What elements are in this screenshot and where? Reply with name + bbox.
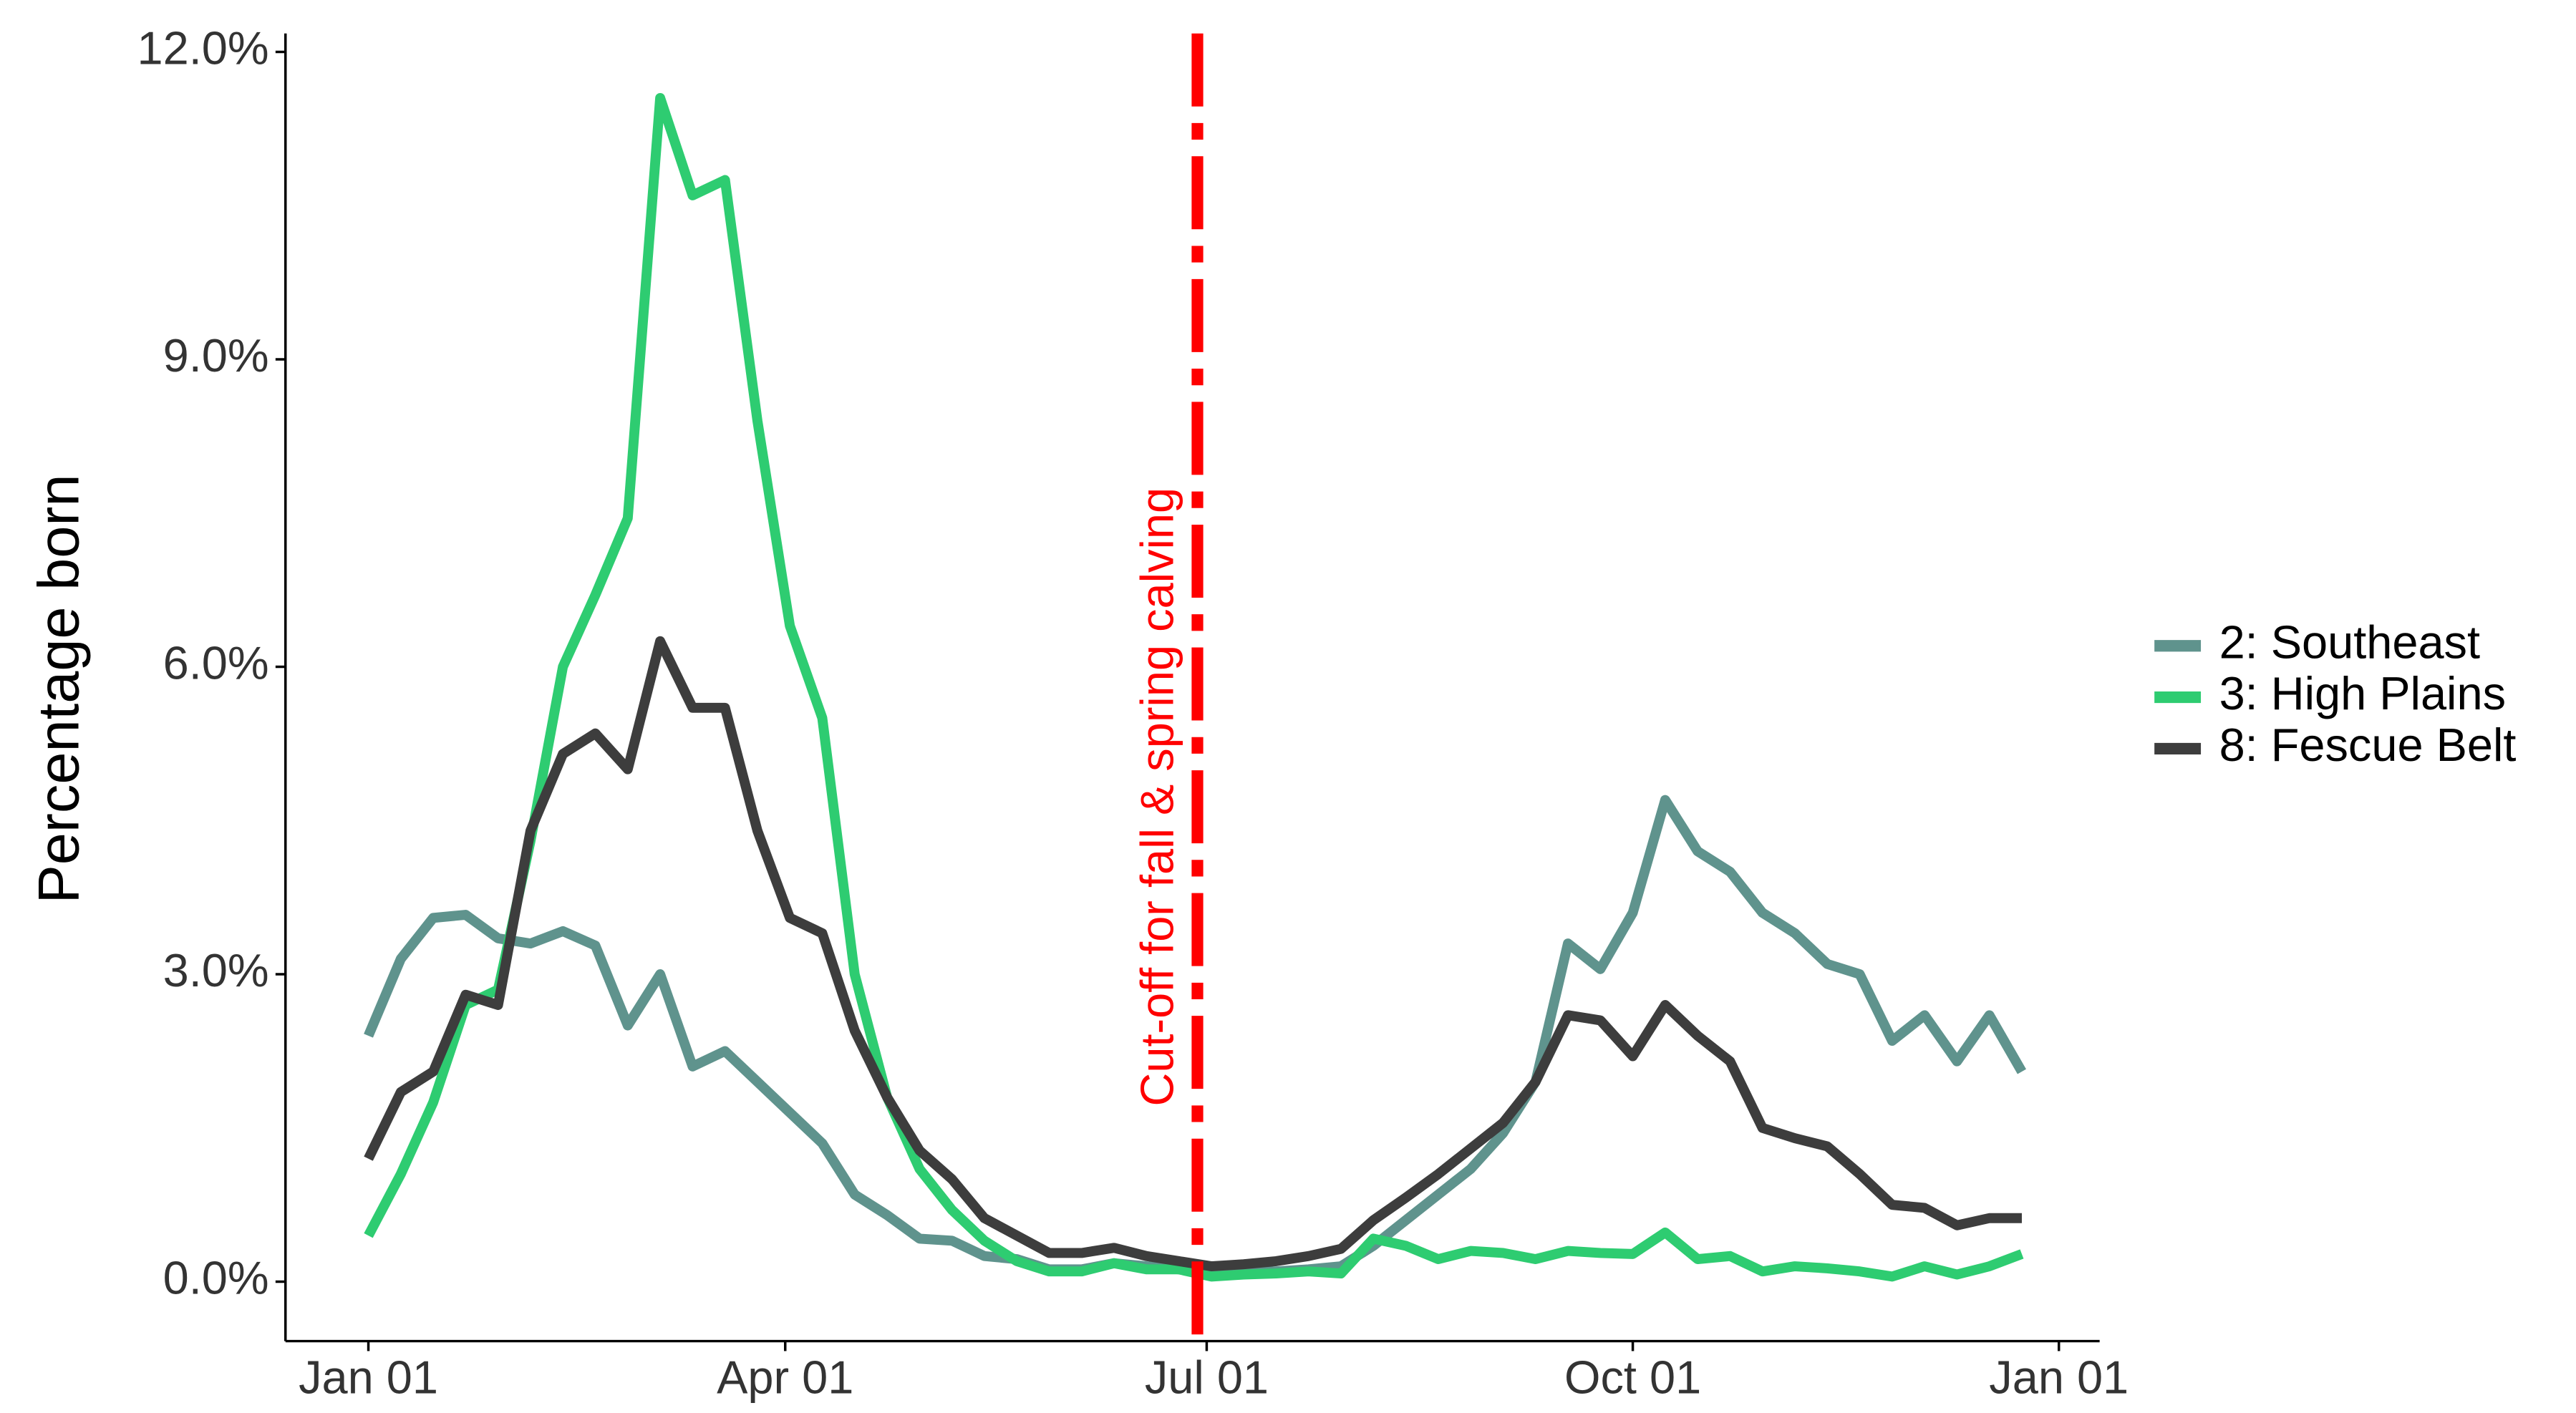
x-tick-label: Jan 01 — [299, 1351, 438, 1403]
y-tick-label: 12.0% — [137, 22, 269, 74]
y-tick-label: 3.0% — [163, 944, 269, 996]
x-tick-label: Oct 01 — [1564, 1351, 1701, 1403]
x-tick-label: Jul 01 — [1145, 1351, 1269, 1403]
cutoff-label: Cut-off for fall & spring calving — [1131, 487, 1183, 1107]
y-tick-label: 0.0% — [163, 1252, 269, 1304]
legend-label: 2: Southeast — [2219, 616, 2480, 668]
y-axis-title: Percentage born — [27, 475, 92, 904]
x-tick-label: Apr 01 — [717, 1351, 853, 1403]
y-tick-label: 9.0% — [163, 329, 269, 382]
y-tick-label: 6.0% — [163, 637, 269, 689]
legend-label: 3: High Plains — [2219, 667, 2506, 719]
legend-label: 8: Fescue Belt — [2219, 719, 2517, 771]
x-tick-label: Jan 01 — [1989, 1351, 2129, 1403]
